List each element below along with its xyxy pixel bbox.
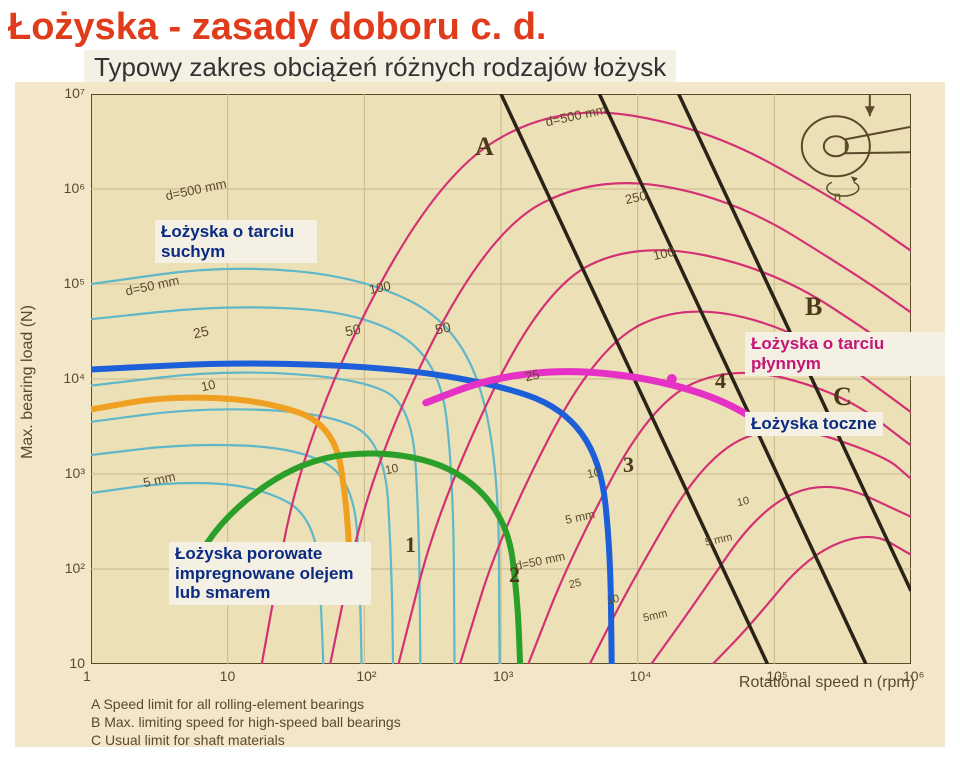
label-dry-friction-text: Łożyska o tarciu suchym xyxy=(161,222,294,261)
label-rolling-text: Łożyska toczne xyxy=(751,414,877,433)
curve-fluid-6 xyxy=(651,487,911,664)
svg-text:n: n xyxy=(834,188,841,203)
y-tick: 10² xyxy=(65,560,85,576)
legend-a: A Speed limit for all rolling-element be… xyxy=(91,696,364,712)
page-title: Łożyska - zasady doboru c. d. xyxy=(0,0,960,49)
curve-fluid-7 xyxy=(713,537,911,664)
y-tick: 10⁵ xyxy=(64,275,85,291)
diameter-label: 25 xyxy=(192,323,211,342)
diameter-label: 25 xyxy=(524,367,541,385)
y-tick: 10⁷ xyxy=(64,85,85,101)
marker-1: 1 xyxy=(405,532,416,558)
x-tick: 10⁴ xyxy=(630,668,652,684)
thick-blue xyxy=(91,364,612,664)
dot-icon xyxy=(667,374,677,384)
diameter-label: 25 xyxy=(568,577,582,591)
marker-3: 3 xyxy=(623,452,634,478)
marker-a: A xyxy=(475,132,494,162)
label-fluid-friction-text: Łożyska o tarciu płynnym xyxy=(751,334,884,373)
label-dry-friction: Łożyska o tarciu suchym xyxy=(155,220,317,263)
subtitle: Typowy zakres obciążeń różnych rodzajów … xyxy=(84,50,676,85)
diameter-label: 10 xyxy=(200,377,217,395)
diameter-label: 10 xyxy=(586,465,602,481)
curve-fluid-2 xyxy=(399,250,912,664)
y-tick: 10⁴ xyxy=(63,370,85,386)
x-tick: 1 xyxy=(83,668,91,684)
y-tick: 10³ xyxy=(65,465,85,481)
y-axis-label: Max. bearing load (N) xyxy=(19,305,37,459)
marker-4: 4 xyxy=(715,368,726,394)
diameter-label: 10 xyxy=(736,495,750,509)
shaft-icon: Fdn xyxy=(802,94,911,203)
x-tick: 10³ xyxy=(493,668,513,684)
svg-text:F: F xyxy=(876,94,885,97)
diameter-label: 50 xyxy=(434,319,453,338)
diameter-label: 10 xyxy=(384,461,400,477)
x-axis-label: Rotational speed n (rpm) xyxy=(739,674,915,692)
diameter-label: 50 xyxy=(344,321,363,340)
y-tick: 10⁶ xyxy=(64,180,85,196)
chart: Max. bearing load (N) Fdn 10 10² 10³ 10⁴ 10⁵… xyxy=(15,82,945,747)
x-tick: 10² xyxy=(356,668,376,684)
x-tick: 10 xyxy=(220,668,236,684)
legend-b: B Max. limiting speed for high-speed bal… xyxy=(91,714,401,730)
marker-c: C xyxy=(833,382,852,412)
label-porous: Łożyska porowate impregnowane olejem lub… xyxy=(169,542,371,605)
label-fluid-friction: Łożyska o tarciu płynnym xyxy=(745,332,945,376)
label-porous-text: Łożyska porowate impregnowane olejem lub… xyxy=(175,544,354,602)
legend-c: C Usual limit for shaft materials xyxy=(91,732,285,748)
label-rolling: Łożyska toczne xyxy=(745,412,883,436)
marker-b: B xyxy=(805,292,822,322)
diameter-label: 10 xyxy=(606,593,620,607)
